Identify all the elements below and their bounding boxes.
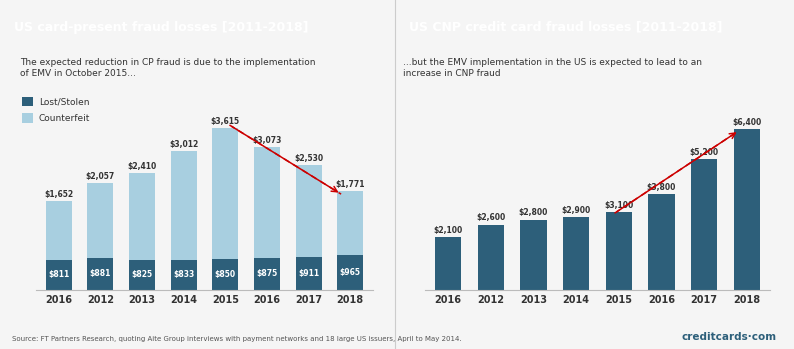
Text: $1,652: $1,652 bbox=[44, 190, 73, 199]
Text: Source: FT Partners Research, quoting Aite Group interviews with payment network: Source: FT Partners Research, quoting Ai… bbox=[12, 336, 461, 342]
Text: $2,057: $2,057 bbox=[86, 172, 115, 181]
Bar bbox=[254, 258, 279, 290]
Bar bbox=[648, 194, 675, 290]
Bar bbox=[212, 259, 238, 290]
Text: $5,200: $5,200 bbox=[689, 148, 719, 157]
Bar bbox=[520, 220, 547, 290]
Text: $3,073: $3,073 bbox=[252, 136, 282, 145]
Text: $3,012: $3,012 bbox=[169, 140, 198, 149]
Text: The expected reduction in CP fraud is due to the implementation
of EMV in Octobe: The expected reduction in CP fraud is du… bbox=[20, 58, 315, 79]
Bar bbox=[563, 217, 589, 290]
Bar bbox=[295, 165, 322, 257]
Bar bbox=[254, 147, 279, 258]
Text: $2,800: $2,800 bbox=[518, 208, 548, 217]
Text: $850: $850 bbox=[214, 270, 236, 279]
Text: $2,600: $2,600 bbox=[476, 213, 506, 222]
Bar bbox=[129, 173, 155, 260]
Text: $3,100: $3,100 bbox=[604, 201, 634, 210]
Text: $1,771: $1,771 bbox=[336, 180, 365, 189]
Bar bbox=[212, 128, 238, 259]
Text: $2,410: $2,410 bbox=[127, 162, 156, 171]
Text: Counterfeit: Counterfeit bbox=[39, 114, 91, 123]
Bar bbox=[337, 255, 363, 290]
Text: ...but the EMV implementation in the US is expected to lead to an
increase in CN: ...but the EMV implementation in the US … bbox=[403, 58, 703, 79]
Text: US card-present fraud losses [2011-2018]: US card-present fraud losses [2011-2018] bbox=[13, 21, 308, 34]
Bar bbox=[606, 212, 632, 290]
Text: $811: $811 bbox=[48, 270, 69, 280]
Bar bbox=[171, 260, 197, 290]
Bar bbox=[129, 260, 155, 290]
Text: $965: $965 bbox=[340, 268, 360, 277]
Bar bbox=[87, 258, 114, 290]
Text: $881: $881 bbox=[90, 269, 111, 278]
Bar bbox=[46, 201, 71, 260]
Text: $3,800: $3,800 bbox=[647, 183, 676, 192]
Text: $825: $825 bbox=[131, 270, 152, 279]
Bar bbox=[478, 224, 504, 290]
Text: $875: $875 bbox=[256, 269, 278, 279]
Bar bbox=[171, 150, 197, 260]
Text: $2,530: $2,530 bbox=[294, 154, 323, 163]
Text: Lost/Stolen: Lost/Stolen bbox=[39, 97, 90, 106]
Text: US CNP credit card fraud losses [2011-2018]: US CNP credit card fraud losses [2011-20… bbox=[409, 21, 723, 34]
Text: creditcards·com: creditcards·com bbox=[681, 332, 777, 342]
Text: $6,400: $6,400 bbox=[732, 118, 761, 127]
Bar bbox=[435, 237, 461, 290]
Bar bbox=[337, 191, 363, 255]
Bar bbox=[46, 260, 71, 290]
Bar bbox=[734, 129, 760, 290]
Bar bbox=[691, 159, 717, 290]
Text: $2,100: $2,100 bbox=[434, 226, 463, 235]
Text: $3,615: $3,615 bbox=[210, 117, 240, 126]
Bar bbox=[87, 183, 114, 258]
Text: $833: $833 bbox=[173, 270, 195, 279]
Bar bbox=[295, 257, 322, 290]
Text: $911: $911 bbox=[298, 269, 319, 278]
Text: $2,900: $2,900 bbox=[561, 206, 591, 215]
